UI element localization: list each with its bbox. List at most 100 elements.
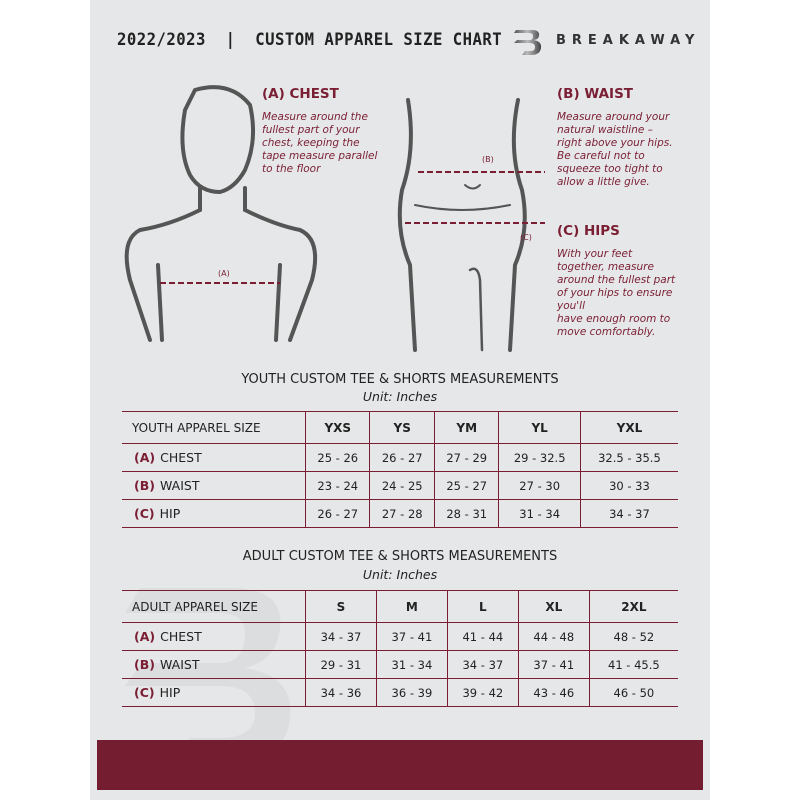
row-label-text: CHEST (160, 450, 202, 465)
desc-line: Measure around your (557, 111, 670, 123)
table-row: (C) HIP 34 - 36 36 - 39 39 - 42 43 - 46 46 - 5… (122, 678, 678, 707)
table-cell: 41 - 44 (446, 622, 519, 651)
chest-description: Measure around the fullest part of your … (262, 111, 377, 176)
size-column-header: YL (498, 411, 581, 444)
size-label-header: YOUTH APPAREL SIZE (122, 411, 306, 444)
table-cell: 28 - 31 (433, 499, 499, 528)
waist-marker: (B) (482, 155, 494, 164)
table-cell: 48 - 52 (588, 622, 678, 651)
table-header-row: ADULT APPAREL SIZE S M L XL 2XL (122, 590, 678, 623)
row-label-text: HIP (159, 506, 181, 521)
brand-name: BREAKAWAY (556, 33, 701, 48)
desc-line: Measure around the (262, 111, 368, 123)
desc-line: together, measure (557, 261, 654, 273)
table-cell: 26 - 27 (304, 499, 370, 528)
hips-outline (397, 98, 527, 352)
row-label-text: HIP (159, 685, 181, 700)
size-column-header: L (446, 590, 519, 623)
desc-line: With your feet (557, 248, 633, 260)
table-cell: 30 - 33 (579, 471, 678, 500)
size-column-header: 2XL (588, 590, 678, 623)
desc-line: move comfortably. (557, 326, 656, 338)
table-row: (B) WAIST 29 - 31 31 - 34 34 - 37 37 - 41 41 -… (122, 650, 678, 679)
table-cell: 27 - 28 (369, 499, 435, 528)
table-header-row: YOUTH APPAREL SIZE YXS YS YM YL YXL (122, 411, 678, 444)
size-column-header: YXL (579, 411, 678, 444)
size-column-header: YXS (304, 411, 370, 444)
torso-outline (124, 85, 317, 342)
desc-line: of your hips to ensure (557, 287, 673, 299)
row-label: (A) CHEST (122, 622, 306, 651)
row-label: (C) HIP (122, 678, 306, 707)
table-row: (A) CHEST 34 - 37 37 - 41 41 - 44 44 - 48 48 -… (122, 622, 678, 651)
table-cell: 29 - 31 (305, 650, 377, 679)
breakaway-logo-icon (514, 30, 542, 55)
hips-description: With your feet together, measure around … (557, 248, 675, 339)
adult-table-title: ADULT CUSTOM TEE & SHORTS MEASUREMENTS (242, 549, 558, 564)
table-cell: 43 - 46 (517, 678, 590, 707)
hips-marker: (C) (520, 233, 532, 242)
row-label-text: WAIST (159, 478, 200, 493)
table-cell: 46 - 50 (588, 678, 678, 707)
waist-description: Measure around your natural waistline – … (557, 111, 673, 189)
table-cell: 39 - 42 (446, 678, 519, 707)
desc-line: you'll (557, 300, 586, 312)
table-cell: 44 - 48 (517, 622, 590, 651)
size-column-header: M (375, 590, 448, 623)
table-cell: 36 - 39 (375, 678, 448, 707)
table-cell: 31 - 34 (375, 650, 448, 679)
table-cell: 25 - 27 (433, 471, 499, 500)
youth-table-unit: Unit: Inches (362, 389, 438, 404)
row-label: (B) WAIST (122, 471, 306, 500)
size-column-header: YM (433, 411, 499, 444)
chest-heading: (A) CHEST (262, 86, 339, 102)
table-cell: 41 - 45.5 (588, 650, 678, 679)
size-column-header: XL (517, 590, 590, 623)
table-cell: 27 - 29 (433, 443, 499, 472)
table-cell: 32.5 - 35.5 (579, 443, 678, 472)
page-title: 2022/2023 | CUSTOM APPAREL SIZE CHART (117, 30, 503, 50)
table-row: (B) WAIST 23 - 24 24 - 25 25 - 27 27 - 30 30 -… (122, 471, 678, 500)
table-cell: 23 - 24 (304, 471, 370, 500)
row-label-text: CHEST (160, 629, 202, 644)
table-row: (C) HIP 26 - 27 27 - 28 28 - 31 31 - 34 34 - 3… (122, 499, 678, 528)
row-key: (A) (134, 450, 156, 465)
row-key: (B) (134, 657, 155, 672)
table-cell: 25 - 26 (304, 443, 370, 472)
youth-size-table: YOUTH APPAREL SIZE YXS YS YM YL YXL (A) CHEST 25… (122, 411, 678, 528)
desc-line: have enough room to (557, 313, 671, 325)
desc-line: allow a little give. (557, 176, 650, 188)
table-row: (A) CHEST 25 - 26 26 - 27 27 - 29 29 - 32.5 32… (122, 443, 678, 472)
desc-line: fullest part of your (262, 124, 360, 136)
youth-table-title: YOUTH CUSTOM TEE & SHORTS MEASUREMENTS (241, 372, 559, 387)
row-label-text: WAIST (159, 657, 200, 672)
desc-line: to the floor (262, 163, 321, 175)
desc-line: around the fullest part (557, 274, 676, 286)
row-key: (C) (134, 685, 155, 700)
row-label: (A) CHEST (122, 443, 306, 472)
table-cell: 31 - 34 (498, 499, 581, 528)
row-key: (B) (134, 478, 155, 493)
row-label: (B) WAIST (122, 650, 306, 679)
desc-line: tape measure parallel (262, 150, 378, 162)
size-column-header: YS (369, 411, 435, 444)
size-label-header: ADULT APPAREL SIZE (122, 590, 306, 623)
size-column-header: S (305, 590, 377, 623)
table-cell: 34 - 36 (305, 678, 377, 707)
table-cell: 34 - 37 (446, 650, 519, 679)
body-measurement-illustration: (A) (B) (C) (124, 85, 545, 352)
adult-size-table: ADULT APPAREL SIZE S M L XL 2XL (A) CHEST 34 - 3… (122, 590, 678, 707)
desc-line: natural waistline – (557, 124, 653, 136)
table-cell: 37 - 41 (375, 622, 448, 651)
row-key: (C) (134, 506, 155, 521)
row-label: (C) HIP (122, 499, 306, 528)
table-cell: 26 - 27 (369, 443, 435, 472)
adult-table-unit: Unit: Inches (362, 567, 438, 582)
hips-heading: (C) HIPS (557, 223, 620, 239)
waist-heading: (B) WAIST (557, 86, 634, 102)
table-cell: 34 - 37 (579, 499, 678, 528)
desc-line: Be careful not to (557, 150, 645, 162)
desc-line: squeeze too tight to (557, 163, 663, 175)
table-cell: 29 - 32.5 (498, 443, 581, 472)
desc-line: chest, keeping the (262, 137, 360, 149)
